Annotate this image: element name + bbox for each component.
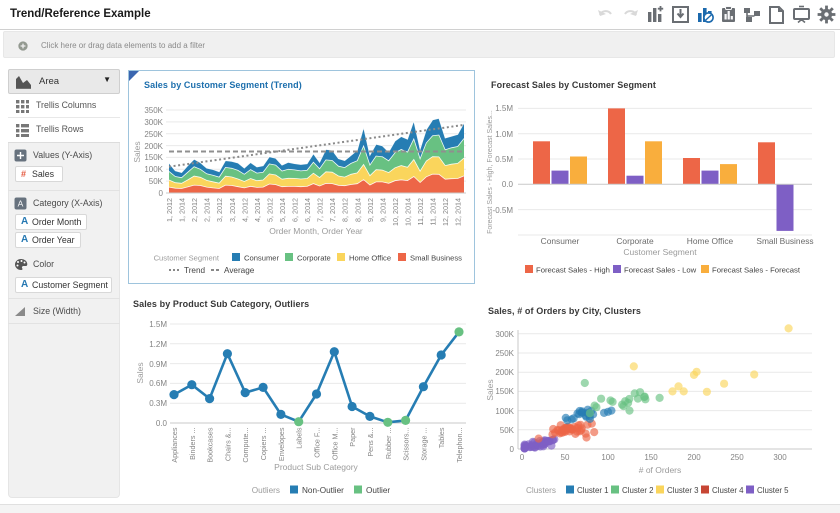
svg-text:200: 200 [687,453,701,462]
svg-text:Cluster 5: Cluster 5 [757,486,789,495]
svg-text:300K: 300K [495,330,514,339]
svg-text:Small Business: Small Business [756,236,813,246]
svg-text:Compute...: Compute... [241,427,250,462]
svg-text:100K: 100K [495,407,514,416]
svg-text:Rubber ...: Rubber ... [384,427,393,459]
svg-text:Envelopes: Envelopes [277,427,286,461]
svg-text:0.9M: 0.9M [149,360,167,369]
svg-text:Forecast Sales - Forecast: Forecast Sales - Forecast [712,266,801,275]
svg-text:Copiers ...: Copiers ... [259,428,268,461]
svg-text:0.3M: 0.3M [149,399,167,408]
svg-text:Home Office: Home Office [687,236,734,246]
svg-text:50K: 50K [500,426,515,435]
svg-text:Forecast Sales - Low: Forecast Sales - Low [624,266,697,275]
svg-text:Forecast Sales - High, Forecas: Forecast Sales - High, Forecast Sales... [487,110,494,234]
svg-text:Scissors...: Scissors... [402,428,411,461]
svg-text:Office F...: Office F... [313,428,322,458]
svg-text:0.5M: 0.5M [495,155,513,164]
svg-text:Consumer: Consumer [541,236,580,246]
svg-text:Pens &...: Pens &... [366,428,375,457]
svg-text:Forecast Sales - High: Forecast Sales - High [536,266,610,275]
svg-text:200K: 200K [495,368,514,377]
svg-text:0.0: 0.0 [502,180,514,189]
svg-text:Paper: Paper [348,427,357,447]
svg-text:0: 0 [520,453,525,462]
svg-text:0: 0 [510,445,515,454]
svg-text:Product Sub Category: Product Sub Category [274,462,358,472]
svg-text:Binders ...: Binders ... [188,427,197,459]
svg-text:250: 250 [730,453,744,462]
svg-text:Cluster 3: Cluster 3 [667,486,699,495]
svg-text:-0.5M: -0.5M [493,206,514,215]
svg-text:Outlier: Outlier [366,486,390,495]
svg-text:Corporate: Corporate [616,236,654,246]
svg-text:1.2M: 1.2M [149,340,167,349]
svg-text:1.5M: 1.5M [149,320,167,329]
svg-text:Chairs &...: Chairs &... [223,428,232,462]
svg-text:150: 150 [644,453,658,462]
svg-text:# of Orders: # of Orders [639,465,682,475]
svg-text:0.0: 0.0 [156,419,168,428]
svg-text:300: 300 [773,453,787,462]
svg-text:Cluster 4: Cluster 4 [712,486,744,495]
svg-text:Sales: Sales [485,379,495,400]
svg-text:250K: 250K [495,349,514,358]
svg-text:Office M...: Office M... [330,428,339,461]
svg-text:150K: 150K [495,387,514,396]
svg-text:1.0M: 1.0M [495,130,513,139]
svg-text:50: 50 [561,453,570,462]
svg-text:A: A [18,199,24,209]
svg-text:Telephon...: Telephon... [455,428,464,463]
svg-text:Outliers: Outliers [252,486,280,495]
svg-text:Tables: Tables [437,427,446,448]
svg-text:Cluster 2: Cluster 2 [622,486,654,495]
svg-text:100: 100 [601,453,615,462]
svg-text:Bookcases: Bookcases [206,427,215,463]
svg-text:1.5M: 1.5M [495,104,513,113]
svg-text:Clusters: Clusters [526,486,556,495]
svg-text:Storage ...: Storage ... [419,428,428,461]
svg-text:Sales: Sales [135,362,145,383]
svg-text:Labels: Labels [295,427,304,449]
svg-text:Non-Outlier: Non-Outlier [302,486,344,495]
svg-text:Cluster 1: Cluster 1 [577,486,609,495]
svg-text:0.6M: 0.6M [149,379,167,388]
svg-text:Customer Segment: Customer Segment [623,247,697,257]
svg-text:Appliances: Appliances [170,427,179,463]
